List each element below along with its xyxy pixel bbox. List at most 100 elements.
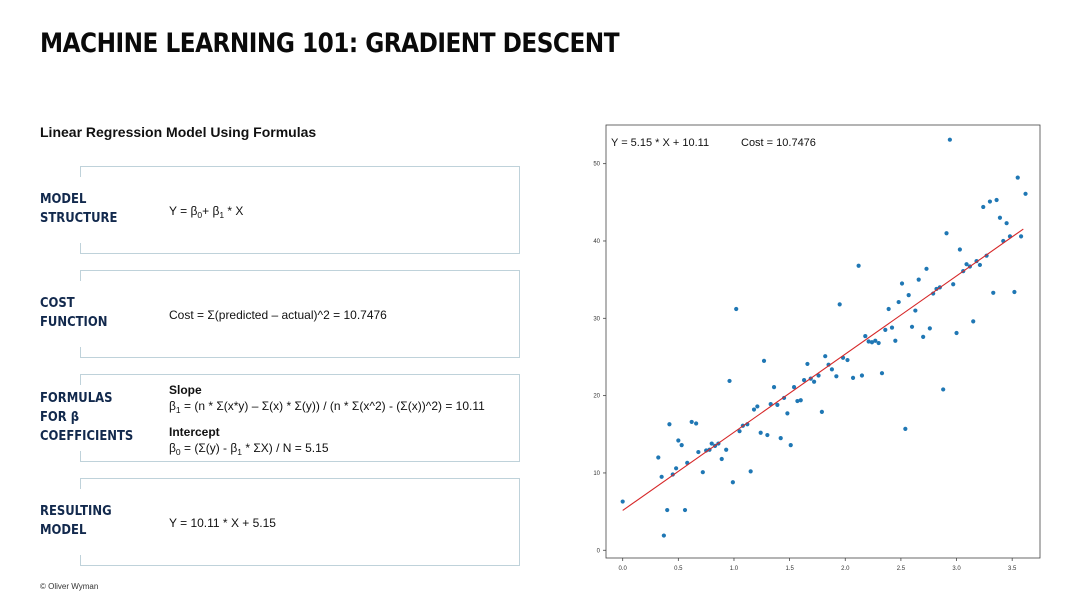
data-point <box>909 324 915 329</box>
data-point <box>730 480 735 485</box>
data-point <box>682 507 688 513</box>
data-point <box>805 361 810 367</box>
data-point <box>785 411 790 416</box>
x-tick-label: 3.5 <box>1008 566 1017 572</box>
x-tick-label: 0.5 <box>674 566 683 572</box>
data-point <box>665 507 670 513</box>
chart-cost-annotation: Cost = 10.7476 <box>741 137 816 149</box>
intercept-heading: Intercept <box>169 425 220 439</box>
data-point <box>934 286 939 292</box>
data-point <box>924 266 929 271</box>
data-point <box>696 449 701 455</box>
data-point <box>724 447 729 452</box>
footer-copyright: © Oliver Wyman <box>40 582 99 591</box>
data-point <box>795 398 800 404</box>
data-point <box>893 338 898 343</box>
row-formulas: FORMULAS FOR β COEFFICIENTS Slope β1 = (… <box>40 374 520 462</box>
data-point <box>994 197 999 203</box>
formulas-content: Slope β1 = (n * Σ(x*y) – Σ(x) * Σ(y)) / … <box>169 382 485 460</box>
data-point <box>886 306 891 312</box>
data-point <box>758 430 763 435</box>
data-point <box>896 299 901 305</box>
data-point <box>927 326 932 331</box>
data-point <box>775 402 780 408</box>
data-point <box>921 334 926 339</box>
cost-function-formula: Cost = Σ(predicted – actual)^2 = 10.7476 <box>169 308 387 322</box>
data-point <box>771 385 777 390</box>
data-point <box>811 379 817 384</box>
x-axis-ticks: 0.0 0.5 1.0 1.5 2.0 2.5 3.0 3.5 <box>619 558 1017 572</box>
x-tick-label: 1.0 <box>730 566 739 572</box>
data-point <box>957 247 962 252</box>
data-point <box>829 367 835 372</box>
data-point <box>916 277 921 282</box>
data-point <box>837 302 842 307</box>
data-point <box>834 374 839 379</box>
scatter-chart: Y = 5.15 * X + 10.11 Cost = 10.7476 0.0 0… <box>567 118 1053 583</box>
data-point <box>689 419 694 425</box>
data-point <box>679 443 684 448</box>
data-point <box>1004 221 1009 226</box>
data-point <box>879 371 885 376</box>
data-point <box>954 330 959 336</box>
intercept-formula: β0 = (Σ(y) - β1 * ΣX) / N = 5.15 <box>169 441 329 457</box>
row-label-resulting-model: RESULTING MODEL <box>40 503 112 538</box>
data-point <box>856 263 861 268</box>
data-point <box>997 215 1003 220</box>
data-point <box>791 385 797 390</box>
y-tick-label: 40 <box>593 239 600 245</box>
data-point <box>883 327 888 333</box>
data-point <box>876 340 881 346</box>
row-label-model-structure: MODEL STRUCTURE <box>40 191 118 226</box>
scatter-plot-svg: Y = 5.15 * X + 10.11 Cost = 10.7476 0.0 0… <box>593 124 1041 572</box>
slope-heading: Slope <box>169 383 202 397</box>
data-point <box>941 387 946 392</box>
data-point <box>987 199 993 204</box>
data-point <box>748 469 753 474</box>
data-point <box>788 443 793 448</box>
data-point <box>899 281 905 286</box>
data-point <box>913 308 918 313</box>
data-point <box>694 421 699 426</box>
data-point <box>981 204 986 210</box>
data-point <box>947 137 952 142</box>
data-point <box>889 325 895 330</box>
data-points <box>620 137 1028 538</box>
data-point <box>761 358 767 363</box>
row-box <box>80 270 520 358</box>
data-point <box>778 436 783 441</box>
data-point <box>971 319 976 324</box>
x-tick-label: 1.5 <box>785 566 794 572</box>
x-tick-label: 0.0 <box>619 566 628 572</box>
slope-formula: β1 = (n * Σ(x*y) – Σ(x) * Σ(y)) / (n * Σ… <box>169 399 485 415</box>
data-point <box>869 340 875 345</box>
data-point <box>801 378 807 383</box>
data-point <box>620 499 625 504</box>
data-point <box>1012 289 1017 295</box>
data-point <box>951 282 956 287</box>
data-point <box>667 422 672 427</box>
data-point <box>964 262 969 267</box>
data-point <box>737 429 742 434</box>
data-point <box>1015 175 1020 180</box>
data-point <box>903 426 908 431</box>
row-resulting-model: RESULTING MODEL Y = 10.11 * X + 5.15 <box>40 478 520 566</box>
chart-equation-annotation: Y = 5.15 * X + 10.11 <box>611 137 709 149</box>
row-label-formulas: FORMULAS FOR β COEFFICIENTS <box>40 390 134 444</box>
row-label-cost-function: COST FUNCTION <box>40 295 108 330</box>
plot-area <box>605 124 1041 559</box>
x-tick-label: 3.0 <box>952 566 961 572</box>
y-tick-label: 30 <box>593 316 600 322</box>
data-point <box>674 466 679 471</box>
y-tick-label: 10 <box>593 471 600 477</box>
model-structure-formula: Y = β0+ β1 * X <box>169 204 244 220</box>
x-tick-label: 2.5 <box>897 566 906 572</box>
x-tick-label: 2.0 <box>841 566 850 572</box>
slide-title: MACHINE LEARNING 101: GRADIENT DESCENT <box>40 28 620 59</box>
data-point <box>659 474 664 479</box>
data-point <box>819 409 824 414</box>
row-box <box>80 478 520 566</box>
data-point <box>906 293 911 298</box>
data-point <box>816 373 821 378</box>
data-point <box>1018 234 1024 239</box>
